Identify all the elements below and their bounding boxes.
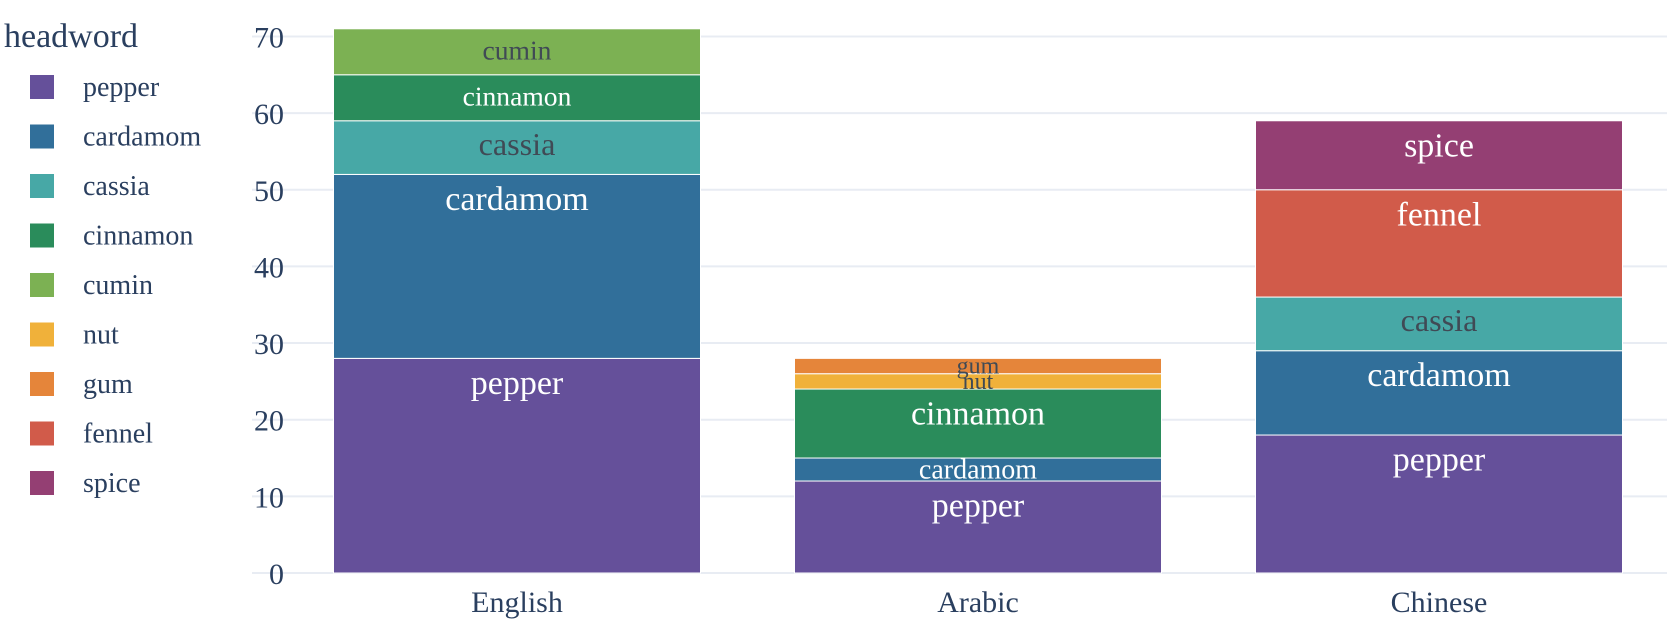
bar-segment: [333, 357, 701, 574]
bar-label: cumin: [483, 34, 552, 65]
y-tick-label: 50: [254, 175, 284, 208]
x-tick-label: Arabic: [937, 586, 1019, 619]
legend-label: nut: [83, 320, 119, 351]
bar-label: gum: [957, 354, 1000, 380]
legend-swatch: [30, 372, 54, 396]
bar-label: cinnamon: [463, 80, 572, 111]
bar-segment: [1255, 296, 1623, 352]
legend-swatch: [30, 471, 54, 495]
x-tick-label: English: [471, 586, 563, 619]
bar-label: fennel: [1397, 196, 1482, 233]
legend-swatch: [30, 174, 54, 198]
y-tick-label: 60: [254, 98, 284, 131]
y-tick-label: 30: [254, 328, 284, 361]
bar-segment: [1255, 189, 1623, 298]
y-tick-label: 10: [254, 481, 284, 514]
bar-label: pepper: [471, 365, 564, 402]
bars-group: [333, 28, 1623, 574]
bar-segment: [794, 480, 1162, 574]
legend-swatch: [30, 223, 54, 248]
bar-segment: [794, 357, 1162, 375]
bar-label: cardamom: [445, 181, 589, 218]
legend-label: fennel: [83, 419, 153, 450]
y-tick-label: 70: [254, 21, 284, 54]
bar-label: cardamom: [1367, 357, 1511, 394]
bar-label: cardamom: [919, 454, 1037, 485]
bar-label: nut: [963, 369, 994, 395]
bar-segment: [333, 120, 701, 175]
bar-segment: [1255, 434, 1623, 574]
bar-segment: [333, 173, 701, 359]
legend-label: gum: [83, 369, 133, 400]
bar-labels-group: peppercardamomcassiacinnamoncuminpepperc…: [445, 34, 1511, 524]
bar-label: pepper: [932, 488, 1025, 525]
legend-swatch: [30, 75, 54, 99]
bar-segment: [1255, 350, 1623, 436]
legend-swatch: [30, 421, 54, 446]
legend-swatch: [30, 322, 54, 347]
legend-label: spice: [83, 468, 141, 499]
legend-label: cinnamon: [83, 221, 193, 252]
y-tick-label: 40: [254, 251, 284, 284]
x-axis: English Arabic Chinese: [471, 586, 1487, 619]
legend-swatch: [30, 273, 54, 297]
y-axis: 0 10 20 30 40 50 60 70: [254, 21, 284, 591]
bar-label: cassia: [1401, 302, 1478, 338]
y-tick-label: 0: [269, 558, 284, 591]
legend: headword pepper cardamom cassia cinnamon cum…: [4, 18, 201, 499]
bar-label: cinnamon: [911, 396, 1045, 433]
bar-label: cassia: [479, 126, 556, 162]
legend-label: cardamom: [83, 122, 201, 153]
y-tick-label: 20: [254, 405, 284, 438]
bar-segment: [333, 74, 701, 122]
bar-segment: [1255, 120, 1623, 191]
legend-label: cassia: [83, 171, 150, 202]
x-tick-label: Chinese: [1391, 586, 1488, 619]
bar-segment: [794, 388, 1162, 459]
bar-segment: [333, 28, 701, 76]
bar-label: spice: [1404, 127, 1474, 164]
legend-swatch: [30, 124, 54, 149]
bar-label: pepper: [1393, 442, 1486, 479]
legend-title: headword: [4, 18, 138, 55]
legend-label: cumin: [83, 270, 153, 301]
legend-label: pepper: [83, 72, 160, 103]
